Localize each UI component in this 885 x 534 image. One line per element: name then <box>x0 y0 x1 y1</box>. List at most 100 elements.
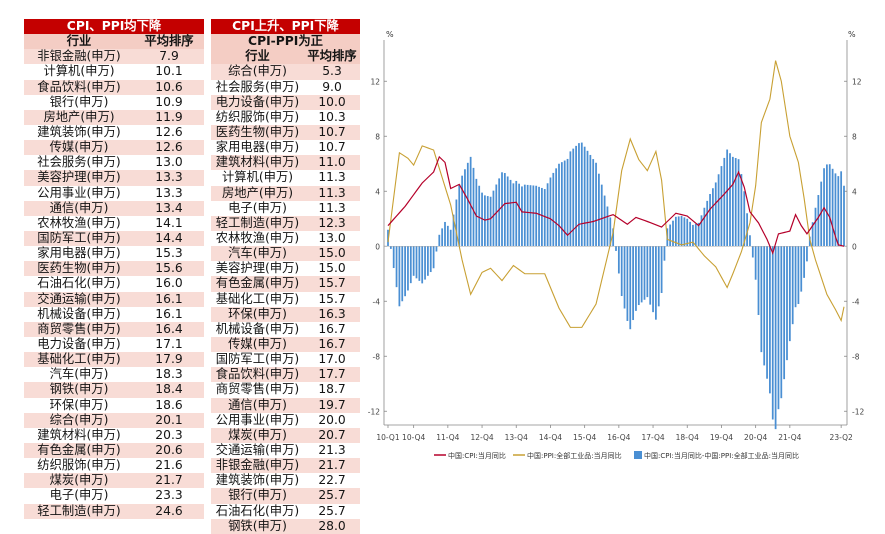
right-table-row: 医药生物(申万) 10.7 <box>211 124 361 141</box>
left-industry-cell: 建筑材料(申万) <box>24 427 134 443</box>
diff-bar <box>786 246 788 361</box>
left-rank-cell: 24.6 <box>134 503 204 519</box>
left-industry-cell: 医药生物(申万) <box>24 261 134 277</box>
left-table-row: 建筑装饰(申万) 12.6 <box>24 124 204 141</box>
right-table-row: 电力设备(申万) 10.0 <box>211 94 361 110</box>
x-tick-label: 10-Q4 <box>402 433 425 442</box>
right-y-tick-label: 12 <box>852 77 862 86</box>
diff-bar <box>794 246 797 308</box>
left-rank-cell: 18.6 <box>134 397 204 413</box>
right-table-row: 纺织服饰(申万) 10.3 <box>211 109 361 125</box>
legend-ppi-label: 中国:PPI:全部工业品:当月同比 <box>527 451 622 460</box>
right-rank-cell: 19.7 <box>304 397 361 413</box>
right-y-tick-label: -4 <box>852 297 860 306</box>
right-rank-cell: 21.7 <box>304 458 361 474</box>
left-industry-cell: 石油石化(申万) <box>24 276 134 292</box>
right-rank-cell: 5.3 <box>304 64 361 80</box>
left-ranking-table: CPI、PPI均下降 行业 平均排序 非银金融(申万) 7.9 计算机(申万) 10.… <box>24 19 204 519</box>
diff-bar <box>674 216 677 247</box>
diff-bar <box>734 158 737 247</box>
x-tick-label: 14-Q4 <box>539 433 562 442</box>
left-table-row: 银行(申万) 10.9 <box>24 94 204 110</box>
diff-bar <box>552 172 555 247</box>
left-rank-cell: 18.4 <box>134 382 204 398</box>
diff-bar <box>424 246 426 280</box>
diff-bar <box>720 166 723 247</box>
diff-bar <box>763 246 766 366</box>
left-unit-label: % <box>386 30 394 39</box>
diff-bar <box>757 246 760 315</box>
diff-bar <box>421 246 424 284</box>
diff-bar <box>729 153 731 247</box>
right-rank-cell: 10.7 <box>304 124 361 141</box>
left-industry-cell: 综合(申万) <box>24 412 134 428</box>
diff-bar <box>814 207 817 247</box>
right-table-row: 轻工制造(申万) 12.3 <box>211 215 361 231</box>
diff-bar <box>543 189 546 247</box>
right-rank-cell: 25.7 <box>304 488 361 504</box>
left-y-tick-label: -4 <box>373 297 381 306</box>
right-table-row: 基础化工(申万) 15.7 <box>211 291 361 307</box>
diff-bar <box>692 224 694 247</box>
right-rank-cell: 20.0 <box>304 412 361 428</box>
right-y-tick-label: 8 <box>852 132 857 141</box>
x-tick-label: 11-Q4 <box>436 433 459 442</box>
diff-bar <box>617 246 620 274</box>
left-y-ticks: -12 -8 -4 0 4 8 12 <box>368 77 387 416</box>
diff-bar <box>803 246 805 278</box>
left-industry-cell: 交通运输(申万) <box>24 291 134 307</box>
left-y-tick-label: 12 <box>370 77 380 86</box>
diff-bar <box>609 217 612 247</box>
x-tick-label: 10-Q1 <box>376 433 399 442</box>
right-industry-cell: 银行(申万) <box>211 488 304 504</box>
diff-bar <box>560 162 563 247</box>
diff-bar <box>620 246 623 297</box>
diff-bar <box>840 171 843 247</box>
diff-bar <box>407 246 409 291</box>
right-industry-cell: 房地产(申万) <box>211 185 304 201</box>
right-rank-cell: 25.7 <box>304 503 361 519</box>
right-rank-cell: 18.7 <box>304 382 361 398</box>
diff-bar <box>749 235 751 247</box>
left-y-tick-label: -12 <box>368 407 380 416</box>
diff-bar <box>657 246 660 307</box>
right-industry-cell: 交通运输(申万) <box>211 442 304 459</box>
diff-bar <box>700 215 703 247</box>
right-industry-cell: 有色金属(申万) <box>211 276 304 292</box>
left-rank-cell: 23.3 <box>134 488 204 504</box>
diff-bar <box>492 190 495 247</box>
right-industry-cell: 基础化工(申万) <box>211 291 304 307</box>
left-industry-cell: 家用电器(申万) <box>24 246 134 262</box>
right-rank-cell: 20.7 <box>304 427 361 443</box>
diff-bar <box>780 246 783 399</box>
diff-bar <box>626 246 629 321</box>
left-table-row: 农林牧渔(申万) 14.1 <box>24 215 204 231</box>
right-industry-cell: 钢铁(申万) <box>211 518 304 534</box>
diff-bar <box>418 246 421 281</box>
left-y-tick-label: 4 <box>375 187 380 196</box>
diff-bar <box>737 159 740 247</box>
diff-bar <box>535 185 538 247</box>
diff-bar <box>714 182 717 247</box>
right-industry-cell: 农林牧渔(申万) <box>211 230 304 247</box>
right-industry-cell: 煤炭(申万) <box>211 427 304 443</box>
diff-bar <box>766 246 768 379</box>
right-industry-cell: 社会服务(申万) <box>211 79 304 95</box>
right-table-row: 房地产(申万) 11.3 <box>211 185 361 201</box>
right-industry-cell: 机械设备(申万) <box>211 321 304 337</box>
diff-bar <box>515 180 518 247</box>
left-table-row: 公用事业(申万) 13.3 <box>24 185 204 201</box>
right-industry-cell: 电力设备(申万) <box>211 94 304 110</box>
diff-bar <box>603 195 606 247</box>
left-y-tick-label: 0 <box>375 242 380 251</box>
right-rank-cell: 15.7 <box>304 291 361 307</box>
diff-bar <box>572 148 575 247</box>
diff-bar <box>486 196 489 247</box>
left-table-row: 建筑材料(申万) 20.3 <box>24 427 204 443</box>
right-rank-cell: 17.0 <box>304 352 361 368</box>
right-rank-cell: 21.3 <box>304 442 361 459</box>
diff-bar <box>498 178 501 247</box>
right-rank-cell: 12.3 <box>304 215 361 231</box>
left-rank-cell: 7.9 <box>134 49 204 65</box>
diff-bar <box>546 183 549 247</box>
